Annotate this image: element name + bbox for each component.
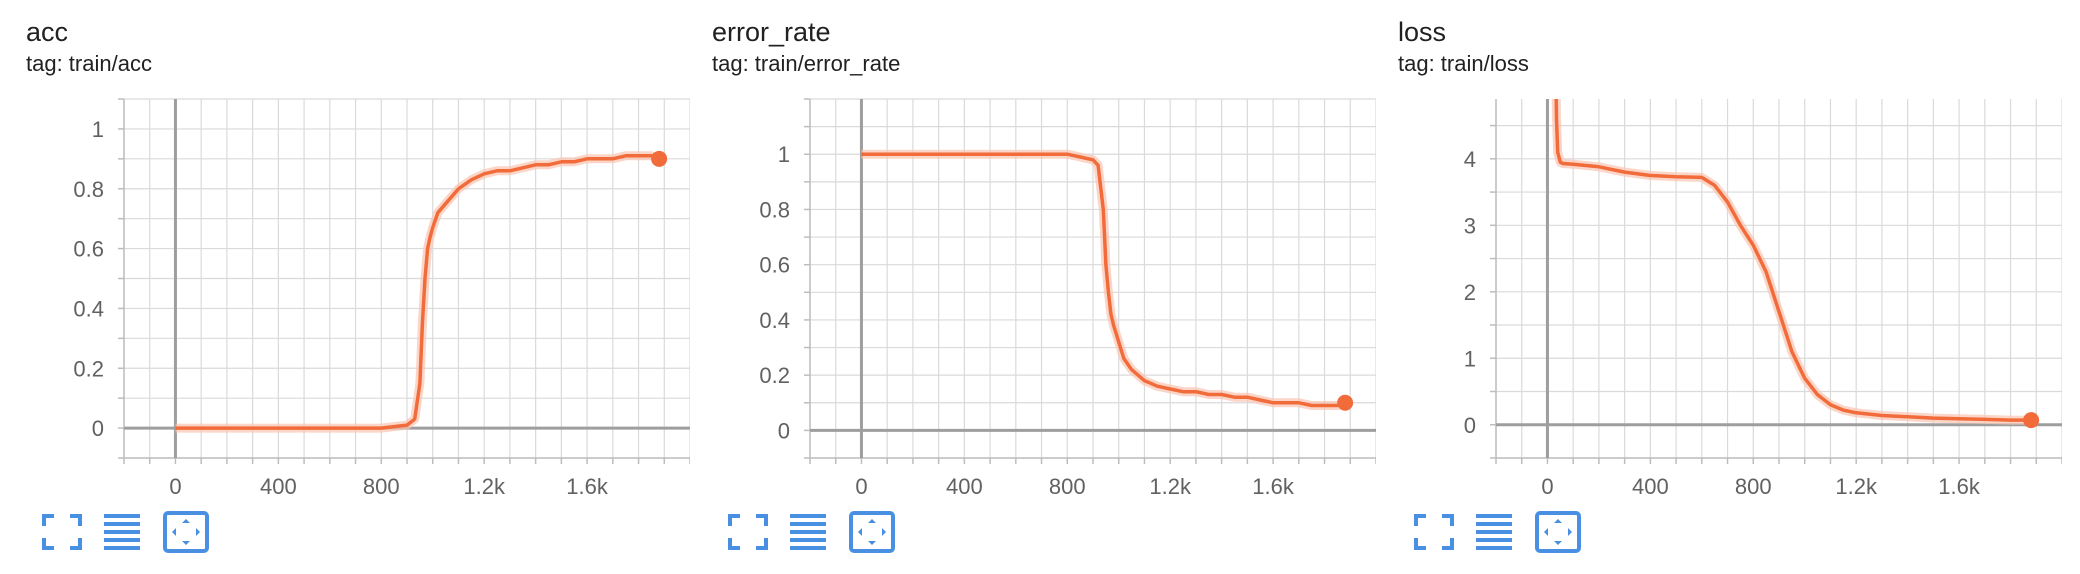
- y-tick-label: 4: [1464, 147, 1476, 172]
- x-tick-label: 1.6k: [1938, 474, 1981, 499]
- series-last-point: [2023, 412, 2040, 429]
- chart-plot[interactable]: 0 400 800 1.2k 1.6k 0 0.2 0.4 0.6 0.8 1: [0, 0, 690, 574]
- y-tick-label: 0.8: [759, 197, 790, 222]
- chart-panel-acc: acc tag: train/acc 0 400 800 1.2k 1.6k 0 0.2 0.…: [0, 0, 690, 574]
- fit-domain-icon[interactable]: [162, 510, 210, 554]
- series-line: [1554, 99, 2032, 422]
- x-tick-label: 400: [260, 474, 297, 499]
- series-last-point: [651, 150, 668, 167]
- chart-toolbar: [724, 510, 924, 560]
- x-tick-label: 1.6k: [1252, 474, 1295, 499]
- y-tick-label: 0: [778, 418, 790, 443]
- chart-title: error_rate: [712, 17, 831, 47]
- fit-domain-icon[interactable]: [1534, 510, 1582, 554]
- x-tick-label: 1.2k: [463, 474, 506, 499]
- chart-plot[interactable]: 0 400 800 1.2k 1.6k 0 1 2 3 4: [1372, 0, 2062, 574]
- chart-title: loss: [1398, 17, 1447, 47]
- series-raw-line: [1551, 99, 2032, 425]
- y-tick-label: 1: [92, 117, 104, 142]
- x-tick-label: 0: [855, 474, 867, 499]
- fullscreen-icon[interactable]: [38, 510, 86, 554]
- series-group: [1551, 99, 2032, 425]
- chart-panel-loss: loss tag: train/loss 0 400 800 1.2k 1.6k 0 1 2 3…: [1372, 0, 2062, 574]
- y-tick-label: 0.2: [73, 356, 104, 381]
- y-tick-label: 0.2: [759, 363, 790, 388]
- fullscreen-icon[interactable]: [1410, 510, 1458, 554]
- y-tick-label: 0.4: [73, 296, 104, 321]
- chart-tag: tag: train/error_rate: [712, 51, 901, 76]
- chart-tag: tag: train/loss: [1398, 51, 1529, 76]
- x-tick-label: 1.2k: [1835, 474, 1878, 499]
- x-tick-label: 0: [169, 474, 181, 499]
- x-tick-label: 400: [1632, 474, 1669, 499]
- y-tick-label: 0.6: [73, 237, 104, 262]
- y-tick-label: 0: [92, 416, 104, 441]
- series-group: [861, 149, 1347, 410]
- chart-title: acc: [26, 17, 69, 47]
- x-tick-label: 800: [1049, 474, 1086, 499]
- chart-tag: tag: train/acc: [26, 51, 152, 76]
- chart-panel-error-rate: error_rate tag: train/error_rate 0 400 800…: [686, 0, 1376, 574]
- x-tick-label: 0: [1541, 474, 1553, 499]
- grid-lines: [123, 98, 690, 459]
- chart-plot[interactable]: 0 400 800 1.2k 1.6k 0 0.2 0.4 0.6 0.8 1: [686, 0, 1376, 574]
- y-tick-label: 0.6: [759, 253, 790, 278]
- y-tick-label: 0.8: [73, 177, 104, 202]
- series-last-point: [1337, 394, 1354, 411]
- grid-lines: [1495, 99, 2062, 459]
- y-tick-label: 2: [1464, 280, 1476, 305]
- series-line: [175, 154, 660, 430]
- y-tick-label: 3: [1464, 213, 1476, 238]
- y-tick-label: 0.4: [759, 308, 790, 333]
- chart-toolbar: [1410, 510, 1610, 560]
- x-tick-label: 400: [946, 474, 983, 499]
- fit-domain-icon[interactable]: [848, 510, 896, 554]
- fullscreen-icon[interactable]: [724, 510, 772, 554]
- x-tick-label: 800: [363, 474, 400, 499]
- y-tick-label: 0: [1464, 413, 1476, 438]
- chart-toolbar: [38, 510, 238, 560]
- y-tick-label: 1: [1464, 346, 1476, 371]
- x-tick-label: 1.2k: [1149, 474, 1192, 499]
- series-line: [861, 152, 1346, 408]
- series-group: [175, 151, 661, 433]
- x-tick-label: 1.6k: [566, 474, 609, 499]
- data-table-icon[interactable]: [98, 510, 146, 554]
- y-tick-label: 1: [778, 142, 790, 167]
- data-table-icon[interactable]: [784, 510, 832, 554]
- x-tick-label: 800: [1735, 474, 1772, 499]
- data-table-icon[interactable]: [1470, 510, 1518, 554]
